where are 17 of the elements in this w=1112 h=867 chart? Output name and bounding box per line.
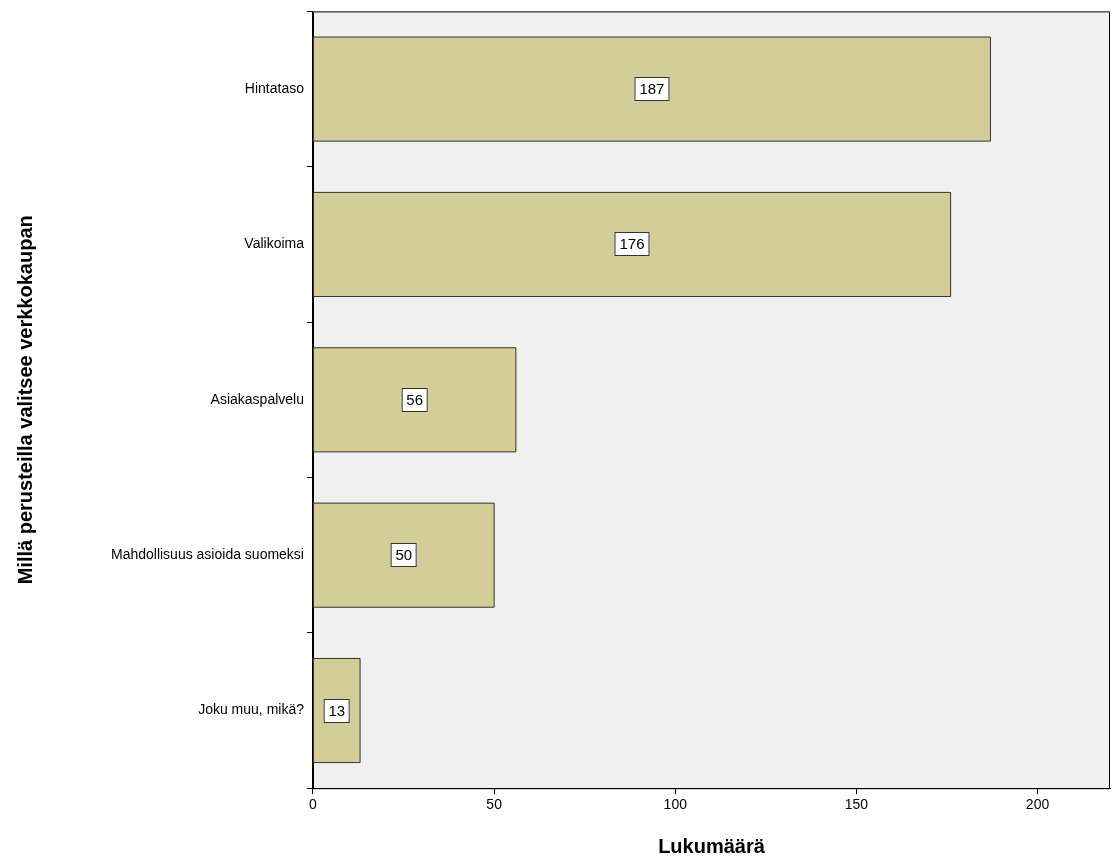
x-tick-label: 100 [663,796,688,813]
y-tick-label: Mahdollisuus asioida suomeksi [110,546,304,563]
x-tick-label: 50 [486,796,503,813]
data-label: 187 [634,77,670,102]
x-axis-title: Lukumäärä [658,834,766,857]
y-axis-title: Millä perusteilla valitsee verkkokaupan [13,215,36,585]
y-tick-label: Valikoima [244,235,305,252]
y-tick-label: Joku muu, mikä? [198,701,305,718]
x-tick-label: 200 [1025,796,1050,813]
y-tick-label: Hintataso [244,79,305,96]
data-label: 56 [401,387,429,412]
x-tick-label: 0 [309,796,318,813]
x-tick-label: 150 [844,796,869,813]
data-label: 13 [323,698,351,723]
data-label: 176 [614,232,650,257]
data-label: 50 [390,543,418,568]
y-tick-label: Asiakaspalvelu [210,390,304,407]
